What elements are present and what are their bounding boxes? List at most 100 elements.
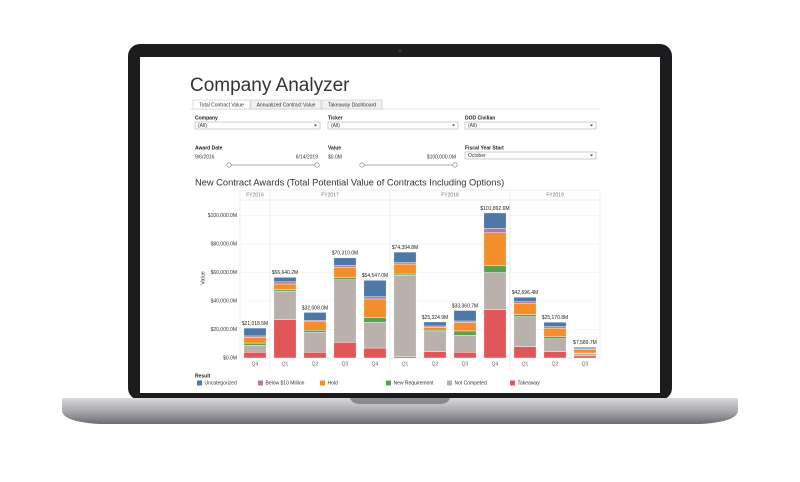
slider-handle[interactable] [314, 162, 320, 168]
x-tick-label: Q1 [282, 361, 289, 367]
total-label: $101,892.6M [480, 206, 509, 212]
bar-segment [363, 347, 387, 359]
dropdown-arrow [590, 154, 593, 157]
total-label: $32,008.0M [302, 305, 328, 311]
dropdown[interactable] [194, 121, 321, 130]
y-tick-label: $80,000.0M [211, 241, 237, 247]
bar-segment [453, 322, 477, 332]
tab[interactable] [192, 99, 251, 110]
legend-swatch [510, 380, 515, 386]
legend-item[interactable]: Uncategorized [197, 380, 237, 387]
total-label: $25,324.9M [422, 315, 448, 321]
bar-segment [423, 325, 447, 328]
legend-label: Uncategorized [205, 381, 237, 387]
bar-segment [483, 309, 507, 359]
y-axis-label: Value [200, 271, 206, 285]
bar-segment [483, 265, 507, 273]
total-label: $33,360.7M [452, 303, 478, 309]
bar-segment [243, 344, 267, 353]
x-tick-label: Q2 [432, 361, 439, 367]
slider-max: $100,000.0M [427, 154, 456, 160]
bar-segment [543, 338, 567, 352]
bar-segment [363, 322, 387, 349]
y-tick-label: $60,000.0M [211, 270, 237, 276]
bar-segment [393, 273, 417, 276]
app-title: Company Analyzer [190, 75, 350, 96]
total-label: $54,547.0M [362, 273, 388, 279]
bar-segment [513, 301, 537, 304]
bar-segment [363, 298, 387, 318]
dropdown[interactable] [327, 121, 459, 130]
legend-item[interactable]: New Requirement [386, 380, 434, 387]
legend-item[interactable]: Takeaway [510, 380, 540, 387]
legend-label: Hold [328, 381, 339, 387]
year-label: FY2017 [321, 192, 339, 198]
bar-segment [423, 327, 447, 331]
x-tick-label: Q4 [252, 361, 259, 367]
dropdown-arrow [314, 124, 317, 127]
legend-label: Below $10 Million [266, 381, 305, 387]
y-tick-label: $20,000.0M [211, 327, 237, 333]
tab[interactable] [321, 99, 383, 110]
year-label: FY2018 [441, 192, 459, 198]
bar-segment [483, 228, 507, 233]
camera [398, 49, 402, 53]
laptop-notch [350, 398, 450, 404]
tab-bar: Total Contract Value Annualized Contract … [192, 99, 383, 110]
bar-segment [243, 327, 267, 337]
bar-segment [513, 314, 537, 317]
bar-segment [483, 272, 507, 310]
legend-item[interactable]: Hold [320, 380, 339, 387]
dropdown[interactable] [464, 151, 597, 160]
bar-segment [483, 232, 507, 266]
bar-segment [273, 283, 297, 290]
bar-segment [393, 356, 417, 359]
total-label: $7,589.7M [573, 340, 597, 346]
bar-segment [273, 281, 297, 285]
x-tick-label: Q2 [552, 361, 559, 367]
tab-label: Takeaway Dashboard [328, 102, 376, 108]
slider-max: 6/14/2019 [296, 154, 318, 160]
slider-handle[interactable] [226, 162, 232, 168]
dropdown-value: (All) [331, 123, 340, 129]
total-label: $21,018.5M [242, 321, 268, 327]
dropdown-arrow [452, 124, 455, 127]
filters: Company (All) Ticker (All) DOD Civilian (All)… [194, 115, 597, 168]
slider-min: $0.0M [328, 154, 342, 160]
tab-label: Annualized Contract Value [257, 102, 316, 108]
filter-label: Ticker [328, 115, 343, 121]
bar-segment [573, 349, 597, 354]
filter-label: DOD Civilian [465, 115, 495, 121]
total-label: $25,170.8M [542, 315, 568, 321]
bar-segment [303, 352, 327, 359]
bar-segment [543, 351, 567, 359]
slider-label: Value [328, 145, 341, 151]
bar-segment [423, 321, 447, 327]
bar-segment [393, 251, 417, 263]
slider-handle[interactable] [452, 162, 458, 168]
bar-segment [303, 332, 327, 353]
filter-label: Company [195, 115, 218, 121]
total-label: $74,394.8M [392, 245, 418, 251]
bar-segment [333, 342, 357, 359]
legend-item[interactable]: Below $10 Million [258, 380, 305, 387]
x-tick-label: Q4 [372, 361, 379, 367]
dropdown-arrow [590, 124, 593, 127]
legend-item[interactable]: Not Competed [447, 380, 487, 387]
x-tick-label: Q2 [312, 361, 319, 367]
dropdown[interactable] [464, 121, 597, 130]
laptop-base [62, 398, 738, 424]
slider-handle[interactable] [359, 162, 365, 168]
bar-segment [543, 321, 567, 327]
bar-segment [573, 346, 597, 349]
bar-segment [393, 263, 417, 275]
tab[interactable] [250, 99, 322, 110]
bar-segment [363, 280, 387, 297]
bar-segment [333, 277, 357, 280]
legend-swatch [447, 380, 452, 386]
bar-segment [243, 352, 267, 359]
bar-segment [513, 346, 537, 359]
bar-segment [453, 335, 477, 353]
year-label: FY2019 [546, 192, 564, 198]
